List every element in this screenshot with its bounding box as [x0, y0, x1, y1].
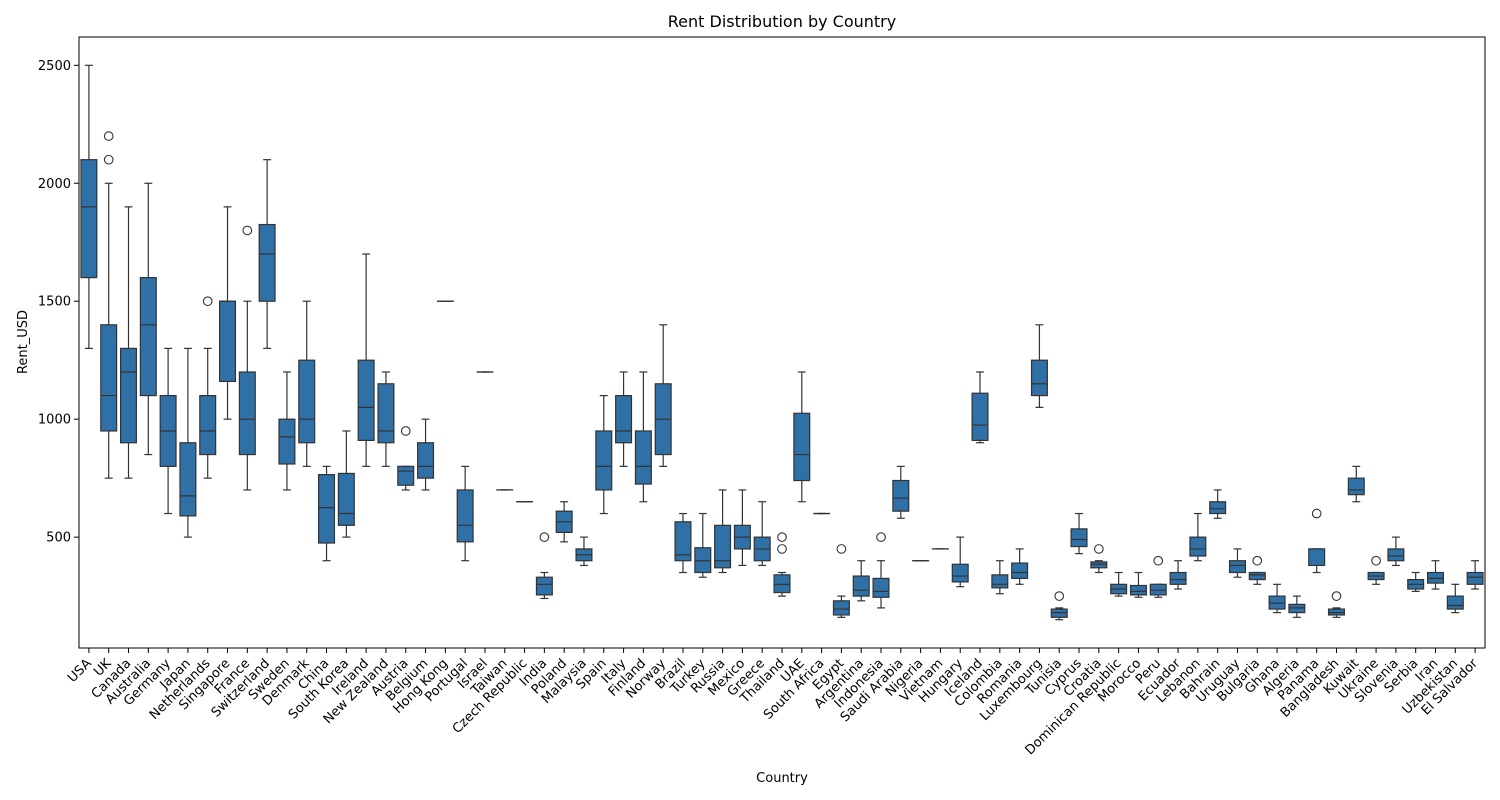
box-indonesia	[872, 577, 890, 598]
box-sweden	[278, 418, 296, 465]
box-panama	[1308, 548, 1326, 567]
outlier-thailand	[777, 544, 787, 554]
box-south-korea	[337, 472, 355, 526]
x-tick-label-usa: USA	[65, 656, 95, 686]
box-ecuador	[1169, 571, 1187, 585]
box-el-salvador	[1466, 571, 1484, 585]
box-hungary	[951, 563, 969, 583]
chart-title: Rent Distribution by Country	[668, 12, 896, 31]
outlier-uk	[103, 131, 114, 141]
box-bulgaria	[1248, 571, 1266, 581]
y-tick-label: 1500	[38, 295, 71, 310]
outlier-indonesia	[876, 532, 886, 542]
box-austria	[397, 465, 415, 486]
box-lebanon	[1189, 536, 1207, 557]
box-switzerland	[258, 223, 276, 302]
outlier-india	[539, 532, 550, 542]
box-slovenia	[1387, 548, 1405, 562]
box-italy	[615, 394, 633, 444]
box-portugal	[456, 489, 474, 543]
box-saudi-arabia	[892, 479, 910, 512]
outlier-croatia	[1093, 544, 1104, 554]
box-china	[318, 474, 336, 544]
box-singapore	[219, 300, 237, 383]
x-axis-label: Country	[756, 771, 808, 786]
outlier-austria	[400, 426, 411, 436]
box-ireland	[357, 359, 375, 442]
box-egypt	[832, 600, 850, 616]
box-romania	[1011, 562, 1029, 580]
box-france	[238, 371, 256, 456]
box-canada	[119, 347, 138, 444]
outlier-bangladesh	[1331, 591, 1342, 601]
box-netherlands	[199, 394, 217, 456]
box-finland	[634, 430, 652, 485]
outlier-thailand	[777, 532, 787, 542]
box-cyprus	[1070, 528, 1088, 548]
box-uruguay	[1228, 560, 1246, 574]
outlier-egypt	[836, 544, 847, 554]
box-japan	[179, 442, 197, 517]
outlier-netherlands	[202, 296, 213, 307]
outlier-bulgaria	[1252, 555, 1263, 566]
outlier-france	[242, 225, 253, 236]
box-iceland	[971, 392, 989, 442]
box-new-zealand	[377, 383, 395, 444]
box-colombia	[991, 574, 1009, 589]
y-tick-label: 500	[46, 531, 71, 546]
box-denmark	[298, 359, 316, 444]
box-usa	[80, 159, 98, 279]
box-uk	[100, 324, 118, 432]
box-luxembourg	[1030, 359, 1048, 397]
plot-frame	[78, 36, 1486, 649]
y-axis-label: Rent_USD	[16, 310, 31, 374]
outlier-panama	[1311, 508, 1322, 519]
outlier-ukraine	[1371, 555, 1381, 566]
box-kuwait	[1347, 477, 1365, 496]
box-australia	[139, 277, 157, 397]
box-uae	[793, 412, 811, 482]
outlier-uk	[103, 154, 114, 165]
box-brazil	[674, 521, 692, 562]
box-russia	[714, 524, 732, 569]
y-tick-label: 2000	[38, 177, 71, 192]
y-tick-label: 1000	[38, 413, 71, 428]
box-india	[535, 576, 553, 596]
box-argentina	[852, 575, 870, 597]
box-spain	[595, 430, 613, 491]
box-bahrain	[1209, 501, 1227, 515]
y-tick-label: 2500	[38, 59, 71, 74]
box-belgium	[417, 442, 435, 479]
box-uzbekistan	[1446, 595, 1464, 610]
outlier-peru	[1153, 555, 1164, 566]
box-morocco	[1129, 584, 1147, 596]
outlier-tunisia	[1054, 591, 1065, 601]
plot-area: 5001000150020002500USAUKCanadaAustraliaG…	[38, 36, 1486, 758]
